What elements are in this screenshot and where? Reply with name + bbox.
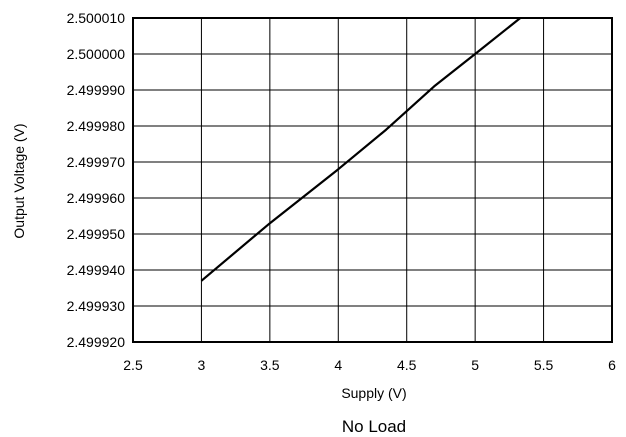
y-tick-label: 2.499960: [67, 190, 126, 206]
x-axis-title: Supply (V): [341, 385, 406, 401]
grid: [132, 17, 613, 343]
series-layer: [200, 17, 521, 282]
plot-frame: [132, 17, 613, 343]
x-tick-label: 2.5: [123, 357, 143, 373]
y-tick-label: 2.500000: [67, 46, 126, 62]
y-tick-labels: 2.500010 2.500000 2.499990 2.499980 2.499970…: [67, 10, 126, 350]
y-tick-label: 2.499930: [67, 298, 126, 314]
y-tick-label: 2.499980: [67, 118, 126, 134]
y-tick-label: 2.499940: [67, 262, 126, 278]
y-tick-label: 2.499970: [67, 154, 126, 170]
x-tick-label: 3.5: [260, 357, 280, 373]
x-tick-label: 5: [471, 357, 479, 373]
x-tick-label: 6: [608, 357, 616, 373]
y-tick-label: 2.499990: [67, 82, 126, 98]
x-tick-label: 4.5: [397, 357, 417, 373]
x-tick-label: 4: [334, 357, 342, 373]
y-tick-label: 2.499920: [67, 334, 126, 350]
x-tick-label: 3: [198, 357, 206, 373]
chart-caption: No Load: [342, 417, 406, 436]
x-tick-label: 5.5: [534, 357, 554, 373]
series-line: [200, 17, 521, 282]
y-tick-label: 2.500010: [67, 10, 126, 26]
y-tick-label: 2.499950: [67, 226, 126, 242]
y-axis-title: Output Voltage (V): [11, 123, 27, 238]
x-tick-labels: 2.5 3 3.5 4 4.5 5 5.5 6: [123, 357, 616, 373]
